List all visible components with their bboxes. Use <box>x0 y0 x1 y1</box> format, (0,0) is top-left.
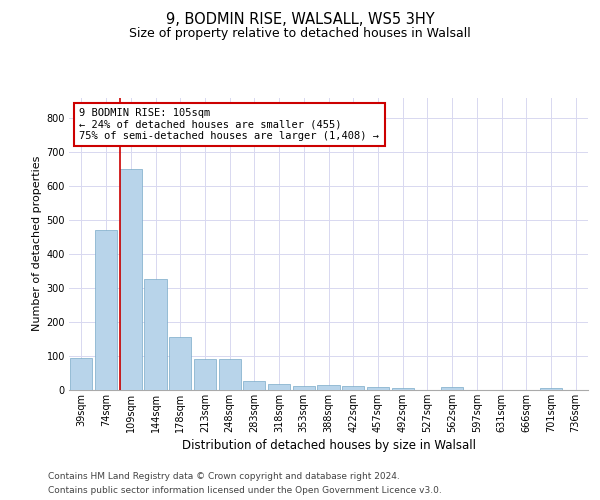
Bar <box>540 388 562 390</box>
Bar <box>342 386 364 390</box>
Text: Contains HM Land Registry data © Crown copyright and database right 2024.: Contains HM Land Registry data © Crown c… <box>48 472 400 481</box>
Bar <box>194 360 216 390</box>
Bar <box>317 384 340 390</box>
Bar <box>218 360 241 390</box>
Bar <box>367 386 389 390</box>
Bar <box>145 280 167 390</box>
Bar <box>392 388 414 390</box>
Text: Contains public sector information licensed under the Open Government Licence v3: Contains public sector information licen… <box>48 486 442 495</box>
Bar <box>441 388 463 390</box>
Bar <box>268 384 290 390</box>
Y-axis label: Number of detached properties: Number of detached properties <box>32 156 42 332</box>
Bar <box>70 358 92 390</box>
Text: Size of property relative to detached houses in Walsall: Size of property relative to detached ho… <box>129 28 471 40</box>
Bar <box>169 336 191 390</box>
Text: 9 BODMIN RISE: 105sqm
← 24% of detached houses are smaller (455)
75% of semi-det: 9 BODMIN RISE: 105sqm ← 24% of detached … <box>79 108 379 141</box>
Bar <box>95 230 117 390</box>
Bar <box>293 386 315 390</box>
X-axis label: Distribution of detached houses by size in Walsall: Distribution of detached houses by size … <box>182 439 476 452</box>
Bar <box>243 382 265 390</box>
Bar <box>119 169 142 390</box>
Text: 9, BODMIN RISE, WALSALL, WS5 3HY: 9, BODMIN RISE, WALSALL, WS5 3HY <box>166 12 434 28</box>
